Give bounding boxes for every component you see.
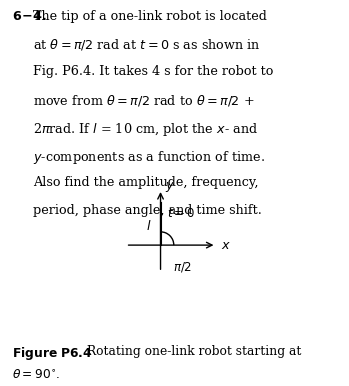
Text: $x$: $x$ (221, 239, 231, 252)
Text: Fig. P6.4. It takes 4 s for the robot to: Fig. P6.4. It takes 4 s for the robot to (33, 65, 274, 78)
Text: period, phase angle, and time shift.: period, phase angle, and time shift. (33, 204, 262, 217)
Text: Also find the amplitude, frequency,: Also find the amplitude, frequency, (33, 176, 259, 190)
Text: $\pi/2$: $\pi/2$ (173, 260, 192, 274)
Text: $t = 0$: $t = 0$ (167, 207, 194, 220)
Text: $\bf{Figure\ P6.4}$: $\bf{Figure\ P6.4}$ (12, 345, 93, 362)
Text: move from $\theta = \pi/2$ rad to $\theta = \pi/2$ +: move from $\theta = \pi/2$ rad to $\thet… (33, 93, 255, 108)
Text: $\theta = 90^{\circ}.$: $\theta = 90^{\circ}.$ (12, 369, 61, 382)
Text: Rotating one-link robot starting at: Rotating one-link robot starting at (87, 345, 302, 359)
Text: at $\theta = \pi/2$ rad at $t = 0$ s as shown in: at $\theta = \pi/2$ rad at $t = 0$ s as … (33, 37, 261, 52)
Text: $\bf{6\!-\!4.}$: $\bf{6\!-\!4.}$ (12, 10, 47, 23)
Text: $y$-components as a function of time.: $y$-components as a function of time. (33, 149, 265, 166)
Text: The tip of a one-link robot is located: The tip of a one-link robot is located (33, 10, 267, 23)
Text: $y$: $y$ (165, 180, 175, 194)
Text: 2$\pi$rad. If $l$ = 10 cm, plot the $x$- and: 2$\pi$rad. If $l$ = 10 cm, plot the $x$-… (33, 121, 258, 138)
Text: $l$: $l$ (146, 219, 152, 233)
